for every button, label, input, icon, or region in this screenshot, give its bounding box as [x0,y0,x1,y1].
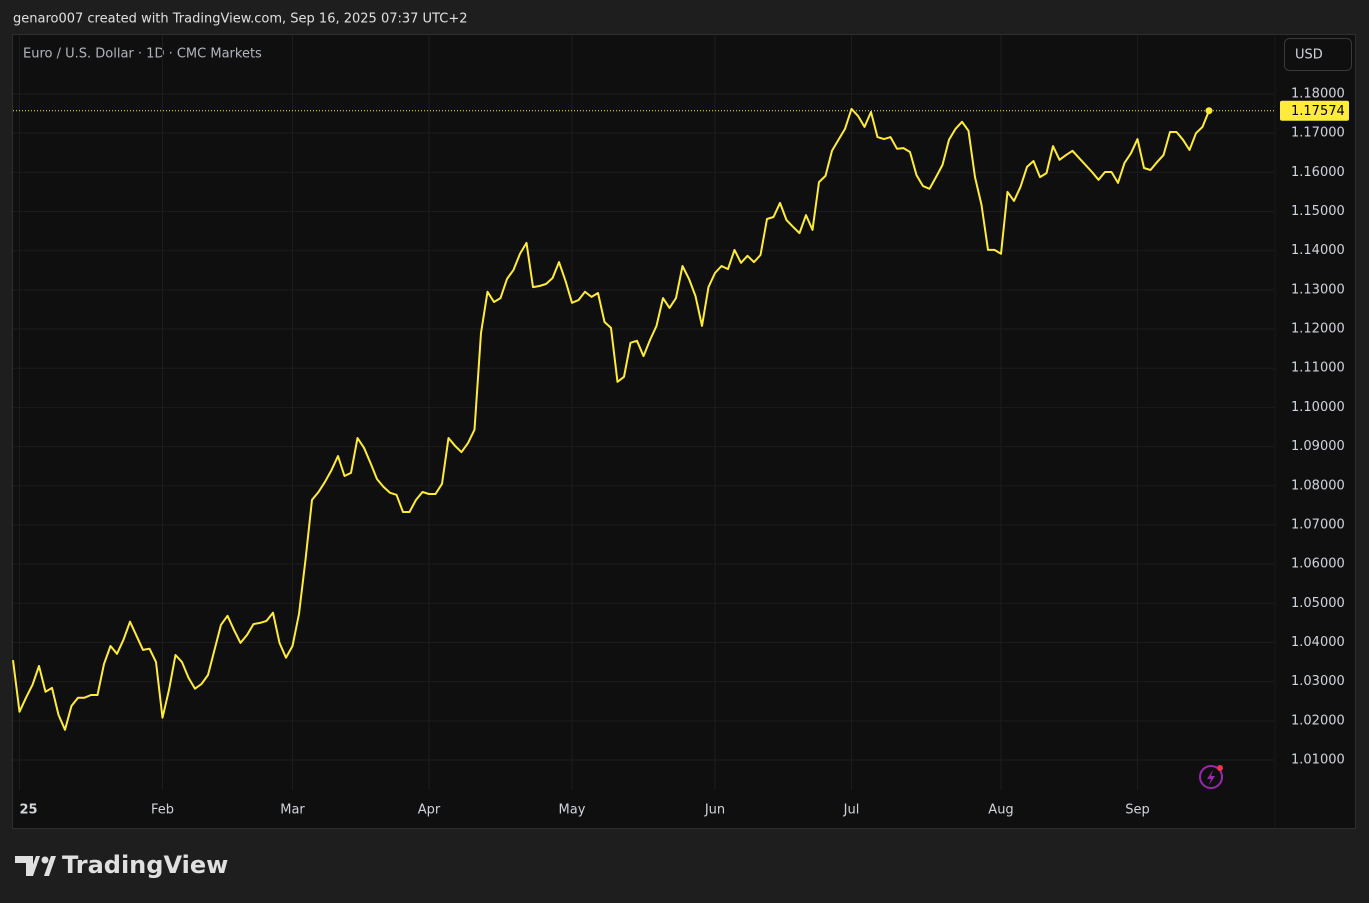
x-tick-label: Feb [151,803,174,818]
logo-mark-2 [44,856,56,876]
x-tick-label: Jul [843,803,860,818]
x-tick-label: May [559,803,586,818]
y-tick-label: 1.17000 [1291,126,1345,141]
x-tick-label: Jun [704,803,725,818]
price-line [12,107,1210,731]
y-tick-label: 1.12000 [1291,322,1345,337]
currency-label: USD [1295,48,1323,63]
y-tick-label: 1.16000 [1291,165,1345,180]
plot: 1.01000 1.02000 1.03000 1.04000 1.05000 1.060… [12,35,1349,818]
y-tick-label: 1.07000 [1291,517,1345,532]
y-tick-label: 1.18000 [1291,86,1345,101]
y-tick-label: 1.13000 [1291,282,1345,297]
last-price-label: 1.17574 [1291,104,1345,119]
x-tick-label: Sep [1125,803,1150,818]
y-tick-label: 1.05000 [1291,596,1345,611]
last-point [1205,107,1213,115]
y-tick-label: 1.03000 [1291,674,1345,689]
x-tick-label: Mar [280,803,305,818]
y-tick-label: 1.14000 [1291,243,1345,258]
y-tick-label: 1.04000 [1291,635,1345,650]
chart-title: Euro / U.S. Dollar · 1D · CMC Markets [23,47,262,62]
brand-logo: TradingView [15,851,228,879]
logo-dot [41,856,49,864]
brand-name: TradingView [62,851,228,879]
x-tick-label: Apr [418,803,441,818]
icon-bolt [1207,770,1215,785]
y-tick-label: 1.09000 [1291,439,1345,454]
logo-mark [15,856,40,876]
chart-frame [12,34,1356,829]
header: genaro007 created with TradingView.com, … [13,12,467,27]
y-tick-label: 1.08000 [1291,478,1345,493]
lightning-icon[interactable] [1199,765,1223,789]
x-tick-label: Aug [988,803,1013,818]
icon-dot [1217,765,1223,771]
y-tick-label: 1.02000 [1291,713,1345,728]
currency-button[interactable] [1284,38,1352,71]
y-tick-label: 1.10000 [1291,400,1345,415]
x-tick-label: 25 [20,803,38,818]
y-tick-label: 1.06000 [1291,557,1345,572]
y-tick-label: 1.15000 [1291,204,1345,219]
y-tick-label: 1.11000 [1291,361,1345,376]
last-price-tag [1280,100,1349,121]
y-tick-label: 1.01000 [1291,752,1345,767]
icon-ring [1199,765,1223,789]
